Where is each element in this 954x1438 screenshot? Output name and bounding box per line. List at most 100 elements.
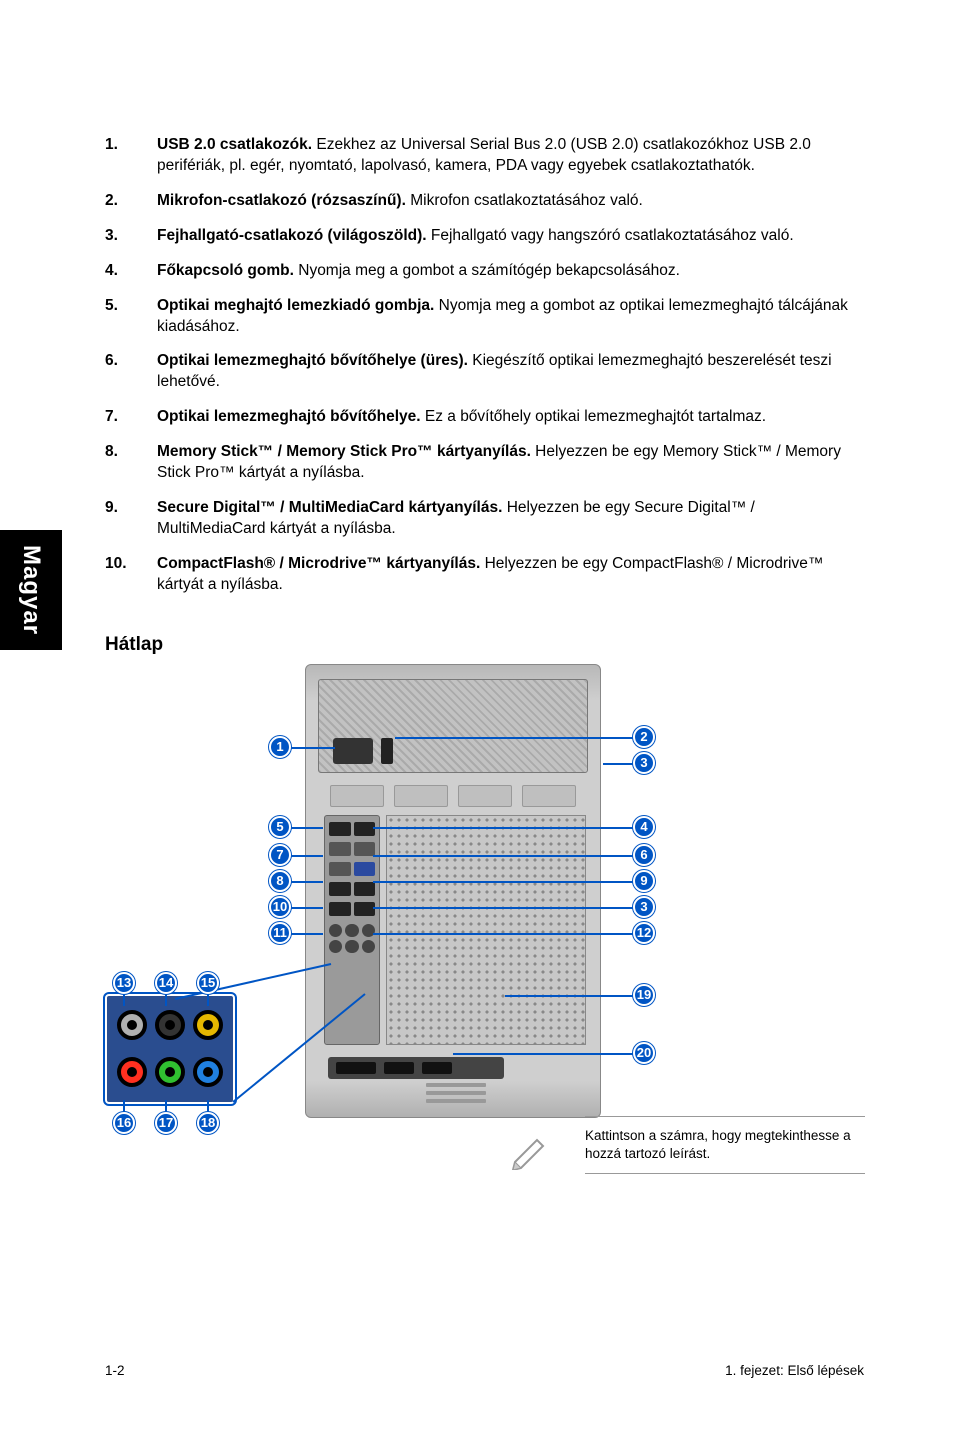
item-number: 4. [105,261,157,282]
callout-2[interactable]: 2 [633,726,655,748]
item-number: 9. [105,498,157,540]
item-number: 7. [105,407,157,428]
callout-17[interactable]: 17 [155,1112,177,1134]
list-item: 8.Memory Stick™ / Memory Stick Pro™ kárt… [105,442,865,484]
pencil-icon [505,1124,553,1172]
note-box: Kattintson a számra, hogy megtekinthesse… [585,1116,865,1174]
leader-line [291,907,323,909]
item-text: Optikai lemezmeghajtó bővítőhelye (üres)… [157,351,865,393]
leader-line [291,881,323,883]
callout-14[interactable]: 14 [155,972,177,994]
leader-line [291,747,335,749]
leader-line [373,907,633,909]
callout-9[interactable]: 9 [633,870,655,892]
leader-line [291,827,323,829]
item-text: Optikai meghajtó lemezkiadó gombja. Nyom… [157,296,865,338]
callout-7[interactable]: 7 [269,844,291,866]
item-text: Mikrofon-csatlakozó (rózsaszínű). Mikrof… [157,191,865,212]
item-bold: Főkapcsoló gomb. [157,262,294,279]
callout-8[interactable]: 8 [269,870,291,892]
vent-row [330,785,576,807]
list-item: 10.CompactFlash® / Microdrive™ kártyanyí… [105,554,865,596]
callout-20[interactable]: 20 [633,1042,655,1064]
item-text: Secure Digital™ / MultiMediaCard kártyan… [157,498,865,540]
leader-line [373,933,633,935]
audio-jack-14 [155,1010,185,1040]
leader-line [123,992,125,1006]
callout-5[interactable]: 5 [269,816,291,838]
leader-line [207,992,209,1006]
audio-jack-15 [193,1010,223,1040]
list-item: 4.Főkapcsoló gomb. Nyomja meg a gombot a… [105,261,865,282]
leader-line [373,881,633,883]
footer-page-num: 1-2 [105,1363,125,1378]
language-tab: Magyar [0,530,62,650]
item-text: Memory Stick™ / Memory Stick Pro™ kártya… [157,442,865,484]
item-number: 2. [105,191,157,212]
numbered-list: 1.USB 2.0 csatlakozók. Ezekhez az Univer… [105,135,865,596]
callout-16[interactable]: 16 [113,1112,135,1134]
page-content: 1.USB 2.0 csatlakozók. Ezekhez az Univer… [105,135,865,1214]
leader-line [453,1053,633,1055]
item-text: USB 2.0 csatlakozók. Ezekhez az Universa… [157,135,865,177]
list-item: 7.Optikai lemezmeghajtó bővítőhelye. Ez … [105,407,865,428]
callout-18[interactable]: 18 [197,1112,219,1134]
list-item: 2.Mikrofon-csatlakozó (rózsaszínű). Mikr… [105,191,865,212]
list-item: 9.Secure Digital™ / MultiMediaCard kárty… [105,498,865,540]
language-label: Magyar [17,545,45,635]
leader-line [165,992,167,1006]
power-switch-icon [381,738,393,764]
callout-11[interactable]: 11 [269,922,291,944]
tower-graphic [305,664,601,1118]
footer-chapter: 1. fejezet: Első lépések [725,1363,864,1378]
item-number: 3. [105,226,157,247]
page-footer: 1-2 1. fejezet: Első lépések [105,1363,864,1378]
callout-3[interactable]: 3 [633,752,655,774]
callout-10[interactable]: 10 [269,896,291,918]
callout-12[interactable]: 12 [633,922,655,944]
leader-line [395,737,633,739]
psu-area [318,679,588,773]
gpu-bracket [328,1057,504,1079]
item-bold: Optikai lemezmeghajtó bővítőhelye. [157,408,421,425]
audio-jack-18 [193,1057,223,1087]
callout-15[interactable]: 15 [197,972,219,994]
leader-line [291,855,323,857]
pci-slots [426,1083,486,1103]
item-bold: CompactFlash® / Microdrive™ kártyanyílás… [157,555,480,572]
list-item: 3.Fejhallgató-csatlakozó (világoszöld). … [105,226,865,247]
callout-4[interactable]: 4 [633,816,655,838]
item-bold: Fejhallgató-csatlakozó (világoszöld). [157,227,427,244]
item-text: Optikai lemezmeghajtó bővítőhelye. Ez a … [157,407,865,428]
list-item: 6.Optikai lemezmeghajtó bővítőhelye (üre… [105,351,865,393]
callout-19[interactable]: 19 [633,984,655,1006]
leader-line [373,855,633,857]
list-item: 5.Optikai meghajtó lemezkiadó gombja. Ny… [105,296,865,338]
mesh-area [386,815,586,1045]
item-bold: Optikai meghajtó lemezkiadó gombja. [157,297,434,314]
audio-jack-17 [155,1057,185,1087]
item-bold: USB 2.0 csatlakozók. [157,136,312,153]
audio-zoom-panel [105,994,235,1104]
leader-line [505,995,633,997]
leader-line [291,933,323,935]
item-text: CompactFlash® / Microdrive™ kártyanyílás… [157,554,865,596]
callout-1[interactable]: 1 [269,736,291,758]
callout-3[interactable]: 3 [633,896,655,918]
item-bold: Secure Digital™ / MultiMediaCard kártyan… [157,499,502,516]
leader-line [373,827,633,829]
item-bold: Memory Stick™ / Memory Stick Pro™ kártya… [157,443,531,460]
list-item: 1.USB 2.0 csatlakozók. Ezekhez az Univer… [105,135,865,177]
callout-13[interactable]: 13 [113,972,135,994]
item-text: Fejhallgató-csatlakozó (világoszöld). Fe… [157,226,865,247]
item-text: Főkapcsoló gomb. Nyomja meg a gombot a s… [157,261,865,282]
item-number: 8. [105,442,157,484]
power-plug-icon [333,738,373,764]
item-number: 5. [105,296,157,338]
rear-panel-diagram: 15781011234693121920 131415161718 Kattin… [105,664,865,1214]
callout-6[interactable]: 6 [633,844,655,866]
audio-jack-16 [117,1057,147,1087]
item-number: 1. [105,135,157,177]
item-bold: Optikai lemezmeghajtó bővítőhelye (üres)… [157,352,468,369]
item-number: 10. [105,554,157,596]
